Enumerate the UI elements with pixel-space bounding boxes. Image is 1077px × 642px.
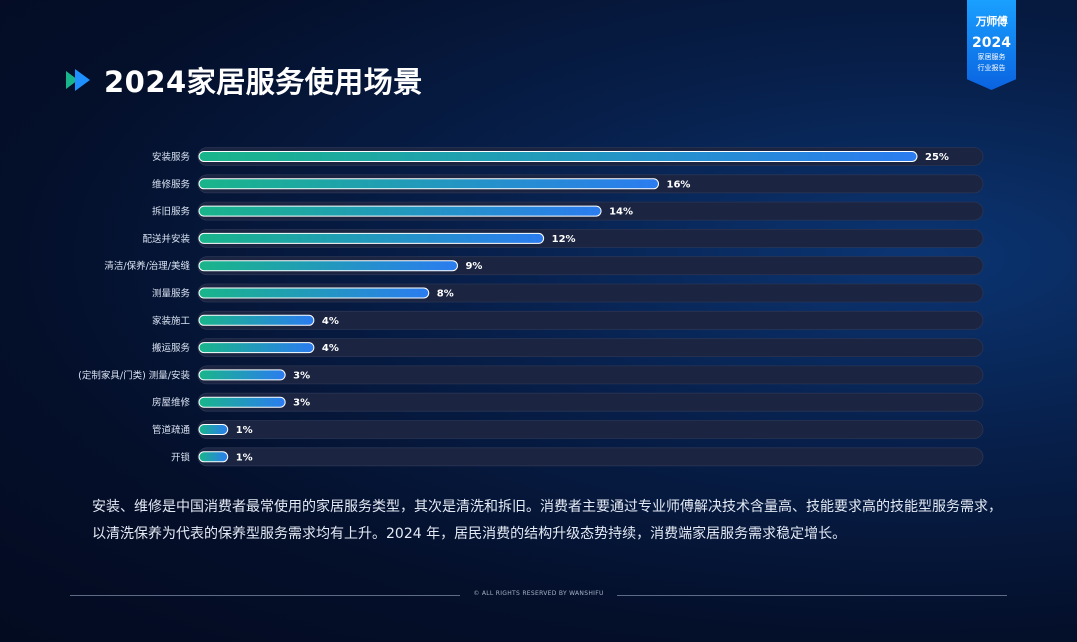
category-label: 房屋维修 (152, 397, 191, 409)
page-header: 2024家居服务使用场景 (66, 60, 423, 100)
bar (198, 314, 315, 326)
category-label: 开锁 (171, 451, 191, 463)
category-label: 测量服务 (152, 288, 191, 300)
category-label: 清洁/保养/治理/美缝 (104, 260, 190, 272)
bar (198, 260, 458, 272)
category-label: 拆旧服务 (152, 206, 191, 218)
page-title: 2024家居服务使用场景 (104, 65, 423, 99)
category-label: 搬运服务 (152, 342, 191, 354)
value-label: 8% (437, 289, 454, 300)
bar (198, 424, 229, 435)
bar (198, 287, 430, 299)
category-label: 管道疏通 (152, 424, 191, 436)
badge-subtitle-2: 行业报告 (977, 64, 1006, 72)
footer-copyright: © ALL RIGHTS RESERVED BY WANSHIFU (473, 590, 604, 597)
footer-divider-right (617, 595, 1007, 596)
bar (198, 178, 660, 190)
value-label: 9% (465, 261, 482, 272)
bar-track (197, 310, 984, 330)
report-badge: 万师傅 2024 家居服务 行业报告 (967, 0, 1016, 90)
value-label: 14% (609, 207, 633, 218)
category-label: 安装服务 (152, 151, 191, 163)
value-label: 4% (322, 316, 339, 327)
bar-track (197, 420, 984, 439)
value-label: 4% (322, 343, 339, 354)
bar (198, 451, 229, 463)
value-label: 16% (667, 179, 691, 190)
bar-track (197, 338, 984, 358)
value-label: 1% (236, 425, 253, 436)
badge-subtitle-1: 家居服务 (977, 53, 1006, 61)
value-label: 1% (236, 452, 253, 463)
category-label: (定制家具/门类) 测量/安装 (78, 369, 190, 381)
badge-brand: 万师傅 (975, 15, 1008, 28)
bar (198, 151, 918, 162)
bar (198, 369, 286, 381)
category-label: 维修服务 (152, 178, 191, 190)
bar (198, 396, 286, 408)
usage-scenarios-bar-chart: 安装服务 25% 维修服务 16% 拆旧服务 14% 配送并安装 12% 清洁/保养/治理/美缝… (78, 147, 984, 467)
bar (198, 342, 315, 354)
value-label: 12% (552, 234, 576, 245)
bar-track (197, 365, 984, 385)
category-label: 家装施工 (152, 315, 191, 327)
play-arrows-icon (66, 69, 90, 91)
value-label: 3% (293, 370, 310, 381)
value-label: 25% (925, 152, 949, 163)
footer-divider-left (70, 595, 460, 596)
bar-track (197, 392, 984, 412)
badge-year: 2024 (972, 35, 1011, 51)
summary-paragraph: 安装、维修是中国消费者最常使用的家居服务类型，其次是清洗和拆旧。消费者主要通过专… (92, 499, 1002, 542)
bar (198, 205, 602, 217)
category-label: 配送并安装 (142, 233, 190, 245)
bar-track (197, 447, 984, 467)
value-label: 3% (293, 398, 310, 409)
bar (198, 232, 545, 244)
